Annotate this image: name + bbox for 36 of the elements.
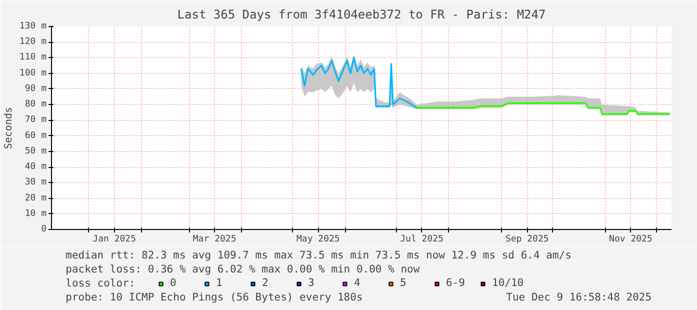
y-tick-label: 10 m [24,208,47,219]
y-tick-label: 100 m [19,68,46,78]
y-tick-label: 110 m [19,52,46,63]
legend-title: loss color: [66,278,136,290]
text: Tue Dec 9 16:58:48 2025 [506,292,652,304]
x-tick-label: May 2025 [296,234,340,244]
legend-label: 10/10 [492,276,524,290]
y-tick-label: 0 [41,224,47,234]
legend-label: 5 [400,276,408,290]
y-tick-label: 20 m [24,193,47,204]
y-tick-label: 120 m [19,37,46,48]
legend-label: 2 [262,276,270,290]
legend-label: 3 [308,276,316,290]
legend-label: 1 [216,276,224,290]
x-tick-label: Sep 2025 [505,234,549,244]
chart-title: Last 365 Days from 3f4104eeb372 to FR - Paris: M247 [177,8,546,22]
y-tick-label: 90 m [24,84,47,94]
line-series [416,102,671,115]
x-tick-label: Jan 2025 [92,234,136,244]
text: packet loss: 0.36 % avg 6.02 % max 0.00 % min 0.00 % now [66,264,420,276]
y-tick-label: 50 m [24,146,47,156]
y-tick-label: 130 m [19,22,46,32]
x-tick-label: Jul 2025 [400,234,444,244]
y-tick-label: 60 m [24,130,47,141]
legend-label: 4 [354,276,362,290]
y-tick-label: 40 m [24,162,47,172]
x-tick-label: Mar 2025 [192,234,236,244]
y-tick-label: 80 m [24,100,47,110]
text: median rtt: 82.3 ms avg 109.7 ms max 73.5 ms min 73.5 ms now 12.9 ms sd 6.4 am/s [66,250,572,262]
y-tick-label: 30 m [24,178,47,188]
text: probe: 10 ICMP Echo Pings (56 Bytes) every 180s [66,292,363,304]
legend-label: 6-9 [446,276,466,290]
legend-label: 0 [170,276,178,290]
y-tick-label: 70 m [24,115,47,126]
x-tick-label: Nov 2025 [609,234,652,244]
y-axis-title: Seconds [3,106,14,150]
